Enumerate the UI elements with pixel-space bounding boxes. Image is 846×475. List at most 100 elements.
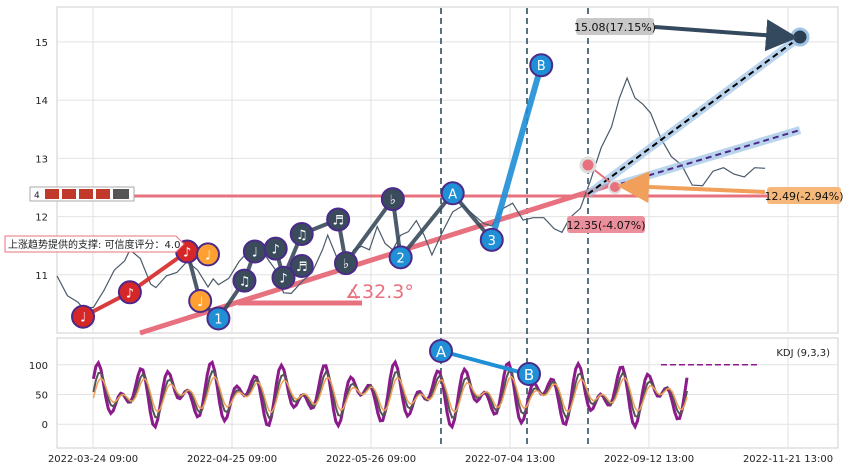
pattern-marker-circle (440, 181, 465, 206)
pattern-marker-label: ♪ (279, 272, 287, 287)
pattern-marker: 3 (479, 227, 504, 252)
pattern-marker-circle (529, 53, 554, 78)
indicator-y-tick: 50 (35, 390, 48, 401)
price-y-tick: 14 (35, 96, 48, 107)
pattern-marker-circle (479, 227, 504, 252)
annotation-resistance-text: 12.35(-4.07%) (567, 219, 646, 232)
pattern-segment (344, 197, 395, 265)
pattern-marker-label: ♩ (205, 248, 211, 263)
price-y-tick: 12 (35, 213, 48, 224)
pattern-marker: ♭ (333, 251, 358, 276)
kdj-point-a: A (429, 339, 453, 363)
pattern-marker-label: 1 (214, 312, 222, 327)
pattern-marker-circle (289, 222, 314, 247)
pattern-marker-circle (117, 280, 142, 305)
pattern-marker: ♩ (242, 239, 267, 264)
kdj-k-line (92, 369, 688, 420)
pattern-marker-circle (232, 268, 257, 293)
pattern-marker: 2 (388, 245, 413, 270)
pattern-marker-label: ♪ (183, 246, 191, 261)
annotation-resistance: 12.35(-4.07%) (567, 216, 646, 233)
pattern-marker: ♩ (71, 304, 96, 329)
kdj-point-b: B (517, 362, 541, 386)
pattern-marker: A (440, 181, 465, 206)
target-arrow (654, 19, 798, 52)
pattern-marker: ♬ (289, 254, 314, 279)
x-tick-label: 2022-07-04 13:00 (465, 454, 555, 465)
pattern-marker-label: ♪ (126, 286, 134, 301)
pattern-marker-label: ♩ (197, 295, 203, 310)
pattern-marker: ♩ (188, 288, 213, 313)
x-tick-label: 2022-11-21 13:00 (743, 454, 833, 465)
pattern-marker-label: ♬ (332, 213, 344, 228)
price-y-tick: 15 (35, 38, 48, 49)
pattern-marker-label: ♪ (272, 243, 280, 258)
indicator-y-ticks: 0 50 100 (29, 361, 48, 431)
pattern-marker-label: ♭ (390, 193, 396, 208)
pattern-marker-label: ♩ (80, 311, 86, 326)
price-y-ticks: 11 12 13 14 15 (35, 38, 48, 282)
pattern-marker-circle (206, 306, 231, 331)
indicator-title: KDJ (9,3,3) (776, 348, 830, 359)
kdj-ab-line (440, 349, 528, 376)
price-y-tick: 13 (35, 154, 48, 165)
x-tick-labels: 2022-03-24 09:00 2022-04-25 09:00 2022-05-… (48, 454, 833, 465)
pattern-marker-label: 3 (488, 234, 496, 249)
forecast-line-upper (587, 36, 801, 195)
pattern-marker-circle (195, 242, 220, 267)
pattern-marker-circle (333, 251, 358, 276)
indicator-y-tick: 0 (42, 420, 48, 431)
pattern-marker-label: 2 (396, 251, 404, 266)
pattern-marker-label: B (537, 59, 546, 74)
pattern-marker-circle (289, 254, 314, 279)
pattern-segment (399, 192, 455, 259)
low-arrow (617, 171, 766, 204)
x-tick-label: 2022-09-12 13:00 (604, 454, 694, 465)
pattern-marker-circle (71, 304, 96, 329)
pattern-marker: ♬ (326, 207, 351, 232)
forecast-target-point (790, 27, 810, 47)
annotation-target: 15.08(17.15%) (574, 18, 656, 35)
pattern-marker: ♪ (117, 280, 142, 305)
pattern-marker-label: ♭ (343, 257, 349, 272)
pattern-marker: B (529, 53, 554, 78)
kdj-d-line (92, 375, 688, 414)
pattern-marker-circle (388, 245, 413, 270)
pattern-marker: 1 (206, 306, 231, 331)
kdj-series (91, 359, 760, 430)
annotation-low-text: 12.49(-2.94%) (765, 190, 844, 203)
price-panel (56, 6, 839, 334)
pattern-marker-label: ♬ (296, 260, 308, 275)
pattern-marker: ♫ (232, 268, 257, 293)
low-point-marker (608, 180, 622, 194)
pattern-segment (488, 64, 545, 241)
pattern-marker-circle (263, 236, 288, 261)
pattern-marker-label: ♫ (239, 275, 251, 290)
angle-label: ∡32.3° (345, 281, 414, 303)
pattern-marker: ♩ (195, 242, 220, 267)
price-y-tick: 11 (35, 271, 48, 282)
corner-legend: 4 (29, 186, 135, 202)
pattern-marker: ♪ (271, 265, 296, 290)
pattern-marker-label: ♫ (296, 228, 308, 243)
svg-text:4: 4 (34, 191, 40, 201)
drop-point-marker (579, 156, 597, 174)
pattern-marker-label: A (448, 187, 457, 202)
x-tick-label: 2022-05-26 09:00 (326, 454, 416, 465)
svg-text:A: A (436, 343, 447, 361)
pattern-marker: ♫ (289, 222, 314, 247)
pattern-marker-circle (188, 288, 213, 313)
pattern-marker: ♭ (380, 187, 405, 212)
annotation-target-text: 15.08(17.15%) (574, 21, 656, 34)
pattern-marker: ♪ (263, 236, 288, 261)
support-label: 上涨趋势提供的支撑: 可信度评分：4.0 (8, 238, 180, 251)
indicator-y-tick: 100 (29, 361, 48, 372)
x-tick-label: 2022-03-24 09:00 (48, 454, 138, 465)
pattern-marker-circle (326, 207, 351, 232)
annotation-low: 12.49(-2.94%) (765, 187, 844, 204)
pattern-marker-label: ♩ (252, 246, 258, 261)
pattern-marker-circle (380, 187, 405, 212)
